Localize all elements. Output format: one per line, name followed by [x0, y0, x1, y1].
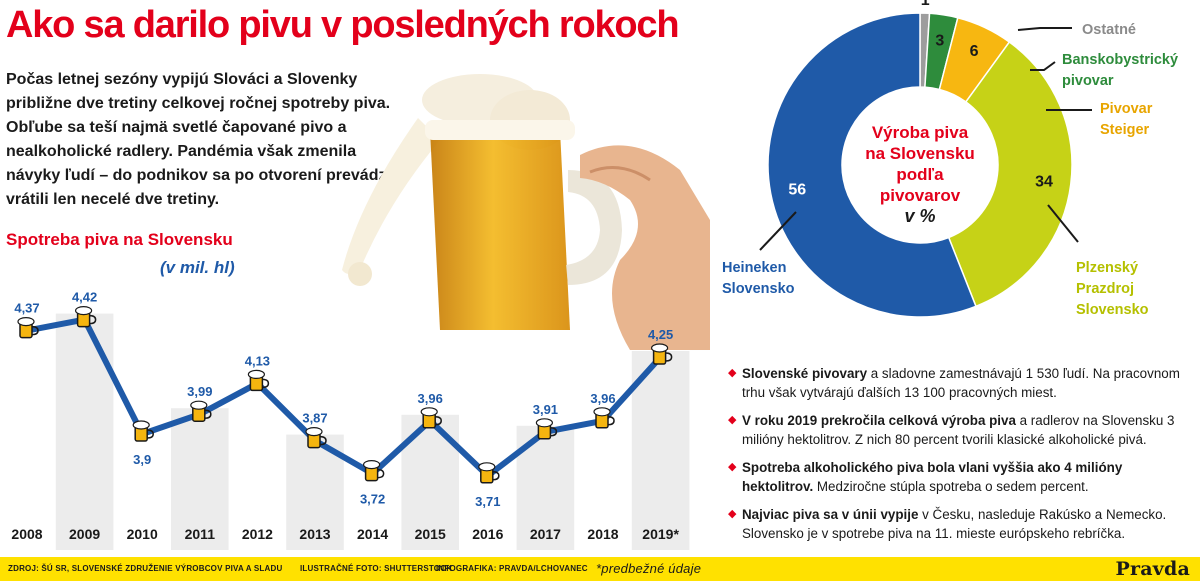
data-label: 3,99: [187, 384, 212, 399]
data-point-mug: [305, 427, 327, 449]
slice-value: 56: [788, 181, 806, 198]
line-chart-unit: (v mil. hl): [160, 258, 235, 277]
x-tick-label: 2012: [242, 526, 273, 542]
slice-label: Slovensko: [1076, 302, 1149, 318]
slice-label: Ostatné: [1082, 22, 1136, 38]
data-label: 3,72: [360, 492, 385, 507]
x-tick-label: 2013: [299, 526, 330, 542]
slice-label: pivovar: [1062, 73, 1114, 89]
slice-label: Plzenský: [1076, 260, 1138, 276]
brewery-donut-chart: 56 34 6 3 1 Heineken Slovensko Plzenský Prazdro…: [722, 0, 1178, 318]
slice-label: Slovensko: [722, 281, 795, 297]
data-point-mug: [74, 305, 97, 328]
x-tick-label: 2015: [415, 526, 446, 542]
x-tick-label: 2019*: [642, 526, 679, 542]
data-label: 3,91: [533, 402, 558, 417]
slice-value: 1: [921, 0, 930, 9]
data-point-mug: [535, 418, 558, 440]
leader-line: [1047, 204, 1079, 243]
donut-slice: [947, 40, 1073, 308]
brand-logo: Pravda: [1115, 558, 1190, 580]
line-chart-title: Spotreba piva na Slovensku: [6, 230, 233, 249]
consumption-line-chart: 4,37 4,42 3,9 3,99 4,13 3,87 3,72 3,96 3,71 3,91 3…: [11, 290, 690, 550]
intro-text: Počas letnej sezóny vypijú Slováci a Slo…: [6, 71, 406, 208]
data-label: 4,25: [648, 327, 673, 342]
page-title: Ako sa darilo pivu v posledných rokoch: [6, 4, 680, 46]
data-point-mug: [190, 400, 212, 422]
note-item: Slovenské pivovary a sladovne zamestnáva…: [728, 364, 1190, 402]
data-label: 4,13: [245, 353, 270, 368]
donut-slice: [767, 12, 977, 318]
beer-mug-illustration: [342, 74, 710, 350]
data-label: 3,87: [302, 411, 327, 426]
x-tick-label: 2014: [357, 526, 388, 542]
donut-center-title: Výroba piva: [872, 123, 969, 142]
x-tick-label: 2011: [185, 526, 216, 542]
data-point-mug: [363, 460, 385, 482]
data-label: 3,71: [475, 494, 500, 509]
donut-center-title: pivovarov: [880, 186, 961, 205]
data-point-mug: [420, 407, 442, 429]
data-label: 4,42: [72, 290, 97, 305]
slice-value: 6: [970, 43, 979, 60]
data-label: 4,37: [14, 301, 39, 316]
leader-line: [1030, 61, 1056, 71]
leader-line: [759, 211, 797, 251]
x-tick-label: 2016: [472, 526, 503, 542]
note-item: V roku 2019 prekročila celková výroba pi…: [728, 411, 1190, 449]
year-band: [631, 351, 690, 550]
consumption-line: [26, 316, 663, 479]
data-label: 3,9: [133, 452, 151, 467]
footer-bar: ZDROJ: ŠÚ SR, SLOVENSKÉ ZDRUŽENIE VÝROBC…: [0, 557, 1200, 581]
donut-center-title: podľa: [896, 165, 944, 184]
data-point-mug: [17, 316, 39, 339]
footer-preliminary-note: *predbežné údaje: [596, 561, 702, 576]
x-tick-label: 2018: [587, 526, 618, 542]
footer-infographic-credit: INFOGRAFIKA: PRAVDA/LCHOVANEC: [436, 564, 588, 573]
x-tick-label: 2008: [11, 526, 42, 542]
data-label: 3,96: [590, 391, 615, 406]
slice-label: Prazdroj: [1076, 281, 1134, 297]
slice-label: Steiger: [1100, 122, 1150, 138]
x-tick-label: 2009: [69, 526, 100, 542]
slice-label: Pivovar: [1100, 101, 1153, 117]
note-item: Najviac piva sa v únii vypije v Česku, n…: [728, 505, 1190, 543]
footer-photo-credit: ILUSTRAČNÉ FOTO: SHUTTERSTOCK: [300, 564, 453, 573]
data-point-mug: [650, 343, 673, 365]
year-band: [171, 408, 229, 550]
donut-center-title: na Slovensku: [865, 144, 975, 163]
slice-label: Banskobystrický: [1062, 52, 1178, 68]
year-band: [55, 313, 114, 550]
notes-list: Slovenské pivovary a sladovne zamestnáva…: [728, 364, 1190, 552]
x-tick-label: 2017: [530, 526, 561, 542]
x-tick-label: 2010: [127, 526, 158, 542]
footer-source: ZDROJ: ŠÚ SR, SLOVENSKÉ ZDRUŽENIE VÝROBC…: [8, 564, 283, 573]
data-point-mug: [132, 420, 154, 442]
note-item: Spotreba alkoholického piva bola vlani v…: [728, 458, 1190, 496]
slice-value: 34: [1035, 174, 1053, 191]
slice-label: Heineken: [722, 260, 786, 276]
slice-value: 3: [935, 33, 944, 50]
data-label: 3,96: [418, 391, 443, 406]
data-point-mug: [593, 407, 615, 429]
leader-line: [1017, 27, 1072, 31]
data-point-mug: [478, 462, 500, 484]
data-point-mug: [247, 369, 270, 392]
donut-center-unit: v %: [904, 206, 935, 226]
